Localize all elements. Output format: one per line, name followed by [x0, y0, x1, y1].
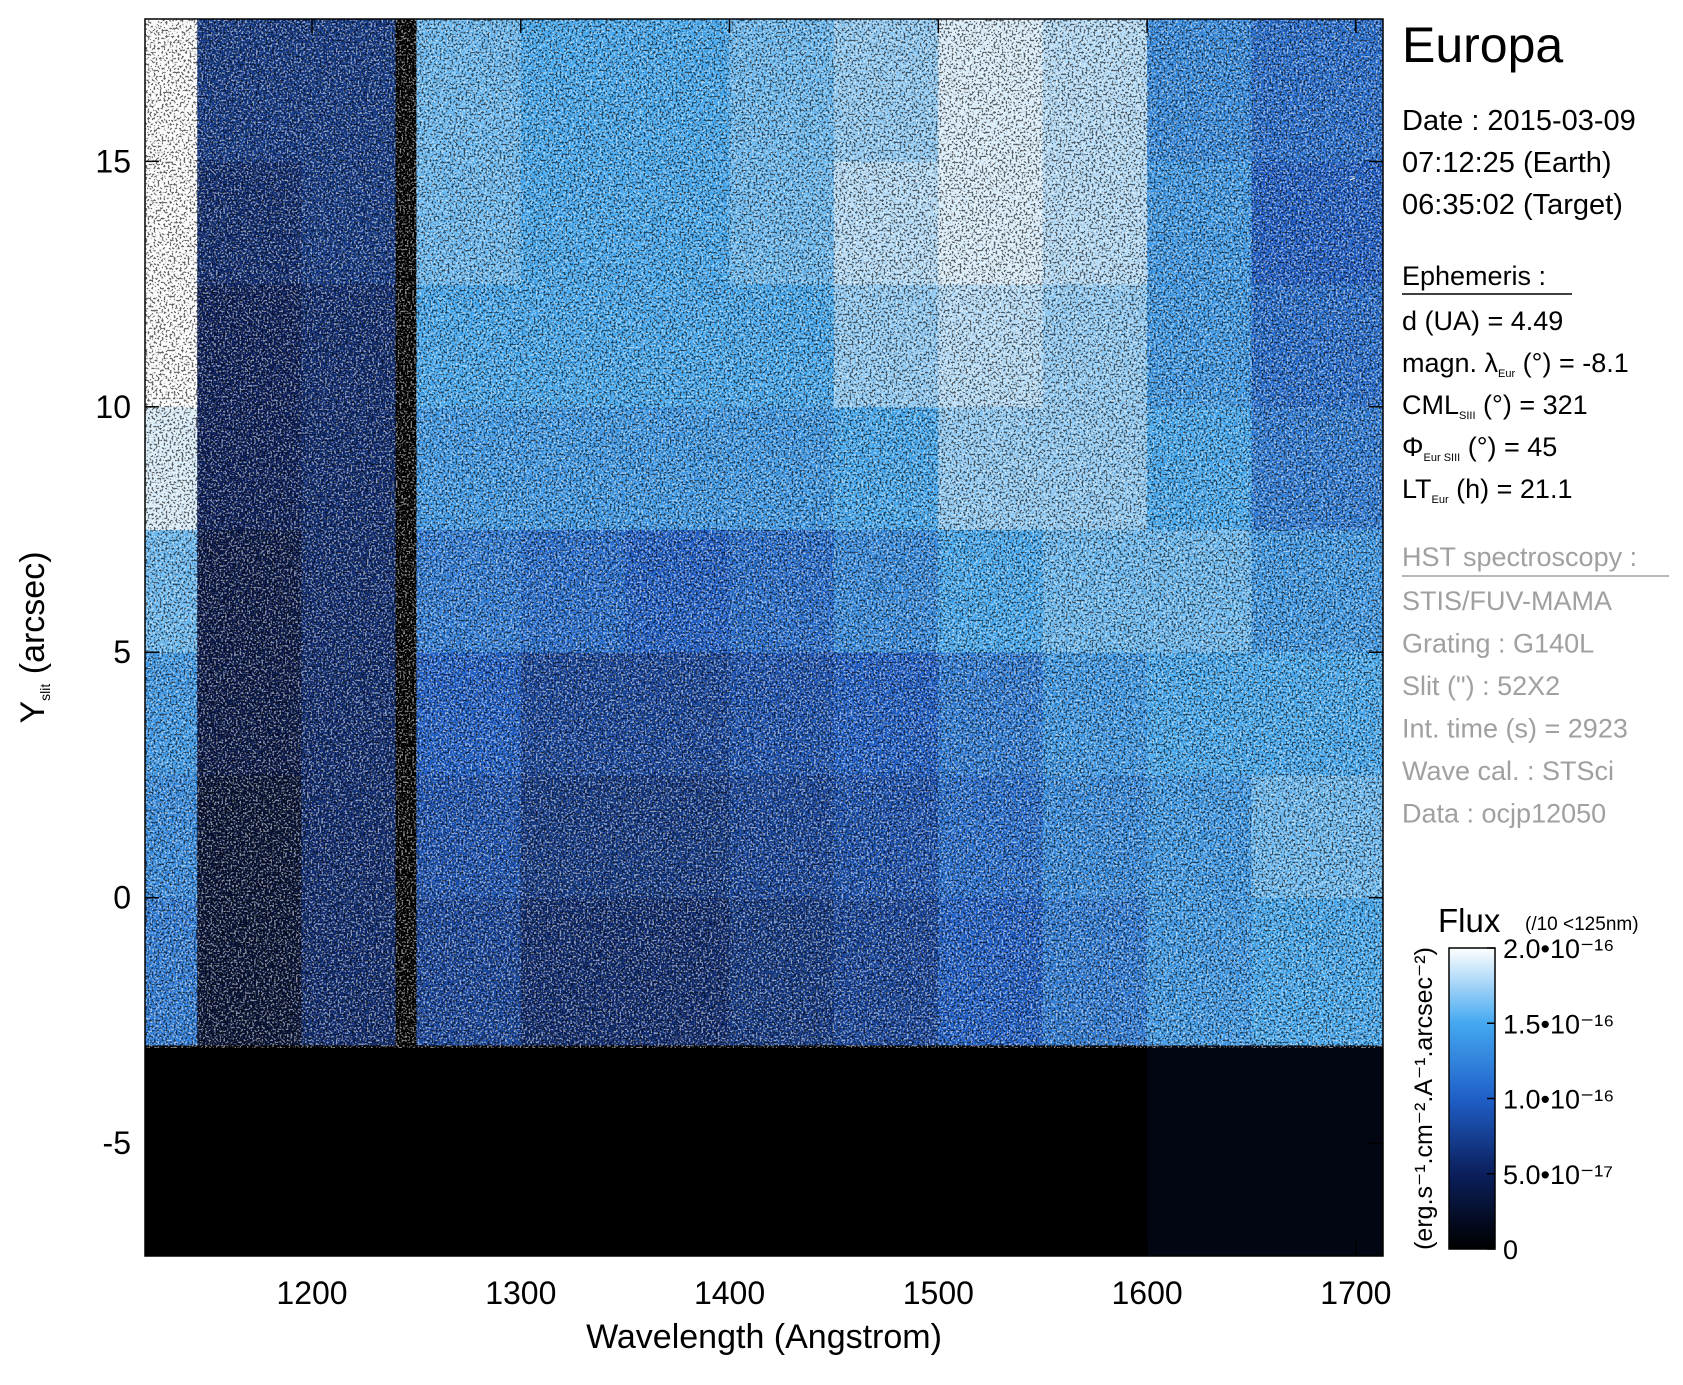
heat-cell: [625, 1044, 731, 1257]
x-tick-label: 1600: [1111, 1275, 1182, 1311]
colorbar-title: Flux: [1438, 902, 1501, 939]
colorbar-tick-label: 5.0•10⁻¹⁷: [1503, 1160, 1613, 1190]
decor: [1349, 177, 1356, 181]
ephemeris-part: (°) = 321: [1476, 390, 1588, 420]
ephemeris-sub: Eur: [1498, 368, 1515, 380]
heat-cell: [833, 1044, 939, 1257]
x-tick-label: 1500: [903, 1275, 974, 1311]
ephemeris-line: CMLSIII (°) = 321: [1402, 390, 1588, 422]
heat-cell: [416, 1044, 522, 1257]
ephemeris-sub: Eur: [1432, 494, 1449, 506]
heat-cell: [301, 1044, 397, 1257]
colorbar-note: (/10 <125nm): [1525, 914, 1639, 935]
colorbar-tick-label: 1.0•10⁻¹⁶: [1503, 1085, 1614, 1115]
y-axis-title-part: Y: [14, 701, 52, 724]
y-tick-label: 5: [113, 634, 131, 670]
colorbar-tick-label: 0: [1503, 1235, 1518, 1265]
heat-cell: [729, 1044, 835, 1257]
ephemeris-line: magn. λEur (°) = -8.1: [1402, 348, 1629, 380]
ephemeris-part: CML: [1402, 390, 1459, 420]
colorbar-tick-label: 1.5•10⁻¹⁶: [1503, 1009, 1614, 1039]
x-tick-label: 1200: [276, 1275, 347, 1311]
axes: 1200 1300 1400 1500 1600 1700 -5 0 5 10 15 Waveleng…: [14, 18, 1391, 1356]
hst-line: Grating : G140L: [1402, 629, 1594, 659]
heat-cell: [1147, 1044, 1252, 1257]
ephemeris-part: Φ: [1402, 432, 1424, 462]
ephemeris-line: LTEur (h) = 21.1: [1402, 474, 1572, 506]
y-axis-title-sub: slit: [37, 684, 53, 701]
hst-line: Wave cal. : STSci: [1402, 756, 1614, 786]
heat-cell: [197, 1044, 303, 1257]
y-tick-label: 10: [95, 389, 131, 425]
ephemeris-part: magn. λ: [1402, 348, 1499, 378]
y-tick-label: -5: [103, 1125, 131, 1161]
hst-line: Int. time (s) = 2923: [1402, 714, 1628, 744]
y-axis-title-part: (arcsec): [14, 551, 52, 683]
ephemeris-line: ΦEur SIII (°) = 45: [1402, 432, 1557, 464]
hst-line: Slit (") : 52X2: [1402, 671, 1560, 701]
noise-texture: [145, 19, 1383, 1048]
ephemeris-part: LT: [1402, 474, 1432, 504]
hst-line: STIS/FUV-MAMA: [1402, 586, 1612, 616]
colorbar-label: (erg.s⁻¹.cm⁻².A⁻¹.arcsec⁻²): [1410, 947, 1438, 1250]
plot-frame: [144, 18, 1384, 1257]
y-tick-label: 0: [113, 880, 131, 916]
x-tick-label: 1300: [485, 1275, 556, 1311]
y-axis-title: Yslit (arcsec): [14, 551, 53, 723]
heat-cell: [395, 1044, 417, 1257]
ephemeris-part: (h) = 21.1: [1449, 474, 1573, 504]
date-line: Date : 2015-03-09: [1402, 105, 1636, 137]
ephemeris-part: d (UA) = 4.49: [1402, 306, 1563, 336]
date-line: 06:35:02 (Target): [1402, 189, 1623, 221]
x-axis-title: Wavelength (Angstrom): [586, 1318, 942, 1356]
chart-title: Europa: [1402, 17, 1563, 73]
y-tick-label: 15: [95, 143, 131, 179]
date-line: 07:12:25 (Earth): [1402, 147, 1612, 179]
heat-cell: [145, 1044, 198, 1257]
x-tick-label: 1400: [694, 1275, 765, 1311]
ephemeris-header: Ephemeris :: [1402, 261, 1546, 291]
colorbar-tick-label: 2.0•10⁻¹⁶: [1503, 934, 1614, 964]
heat-cell: [1042, 1044, 1148, 1257]
heat-cell: [938, 1044, 1044, 1257]
x-tick-label: 1700: [1320, 1275, 1391, 1311]
hst-header: HST spectroscopy :: [1402, 542, 1637, 572]
info-panel: Date : 2015-03-09 07:12:25 (Earth) 06:35:0…: [1402, 105, 1669, 1265]
ephemeris-sub: SIII: [1459, 410, 1476, 422]
ephemeris-part: (°) = -8.1: [1515, 348, 1629, 378]
heat-cell: [1251, 1044, 1384, 1257]
ephemeris-sub: Eur SIII: [1424, 452, 1461, 464]
hst-line: Data : ocjp12050: [1402, 799, 1606, 829]
ephemeris-line: d (UA) = 4.49: [1402, 306, 1563, 336]
heat-cell: [520, 1044, 626, 1257]
ephemeris-part: (°) = 45: [1460, 432, 1557, 462]
